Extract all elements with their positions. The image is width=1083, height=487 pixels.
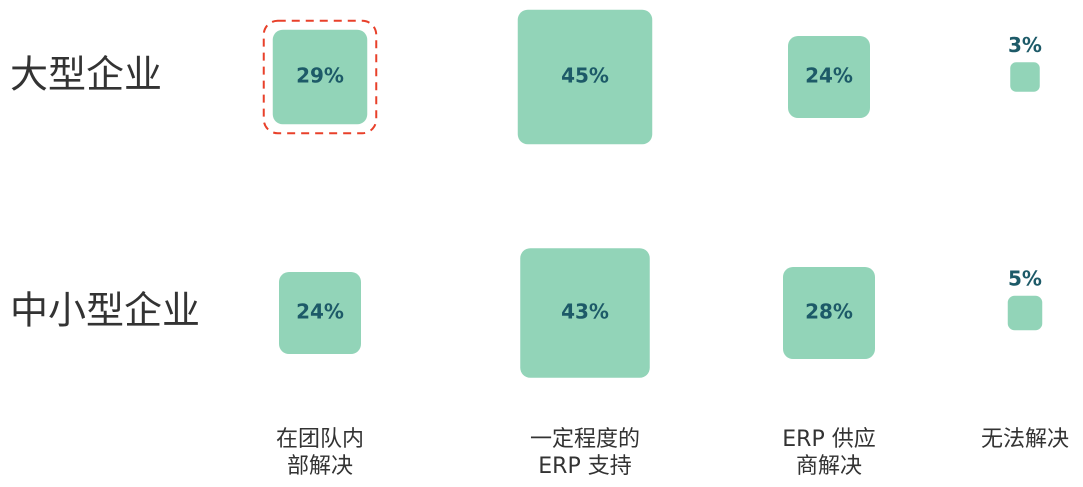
value-label: 3% [1008, 33, 1042, 57]
value-label: 5% [1008, 266, 1042, 290]
category-label: 在团队内 [276, 427, 364, 452]
category-label: 部解决 [287, 454, 353, 479]
highlight-box [262, 19, 378, 135]
value-label: 24% [805, 64, 853, 88]
category-label: 商解决 [796, 454, 862, 479]
value-label: 29% [296, 64, 344, 88]
square [520, 248, 650, 378]
category-label: ERP 支持 [538, 454, 631, 479]
value-label: 45% [561, 64, 609, 88]
row-label: 大型企业 [10, 53, 162, 97]
category-label: ERP 供应 [782, 427, 875, 452]
value-label: 24% [296, 300, 344, 324]
value-label: 28% [805, 300, 853, 324]
square [279, 272, 361, 354]
square [272, 29, 368, 125]
category-label: 无法解决 [981, 427, 1069, 452]
category-label: 一定程度的 [530, 427, 640, 452]
value-label: 43% [561, 300, 609, 324]
square [517, 9, 653, 145]
square [788, 36, 870, 118]
row-label: 中小型企业 [10, 289, 200, 333]
square [1007, 295, 1043, 331]
square [1010, 62, 1040, 92]
square [783, 267, 875, 359]
